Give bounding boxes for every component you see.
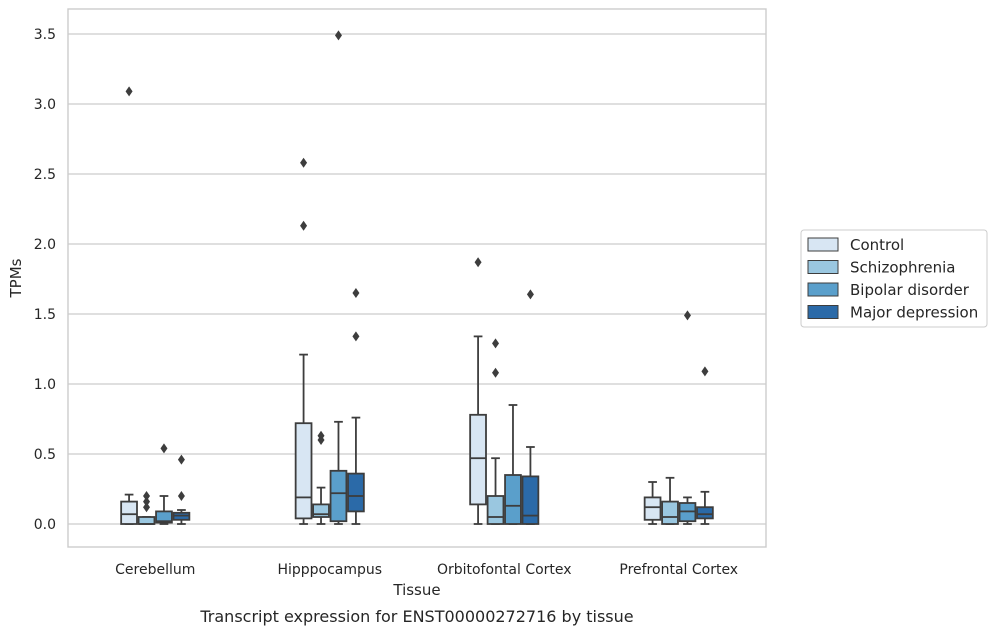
chart-caption: Transcript expression for ENST0000027271…	[199, 607, 633, 626]
legend-swatch	[807, 237, 839, 252]
box-iqr	[469, 413, 487, 506]
x-tick-label: Hipppocampus	[277, 562, 382, 578]
outlier-point	[317, 430, 325, 441]
legend-label: Control	[850, 236, 904, 254]
outlier-point	[143, 502, 151, 513]
y-tick-label: 2.0	[34, 237, 56, 253]
plot-background	[68, 9, 766, 547]
box-control	[294, 157, 313, 525]
legend-label: Major depression	[850, 304, 978, 322]
outlier-point	[125, 86, 133, 97]
box-iqr	[294, 422, 313, 520]
x-tick-label: Cerebellum	[115, 562, 195, 578]
y-tick-label: 0.0	[34, 517, 56, 533]
box-iqr	[347, 472, 365, 513]
outlier-point	[143, 496, 151, 507]
box-iqr	[661, 500, 679, 525]
box-major-depression	[347, 288, 365, 525]
box-control	[469, 257, 487, 525]
outlier-point	[177, 454, 185, 465]
box-bipolar-disorder	[504, 404, 522, 525]
outlier-point	[300, 157, 308, 168]
x-tick-label: Orbitofontal Cortex	[437, 562, 572, 578]
box-iqr	[486, 495, 505, 525]
legend-swatch	[807, 305, 839, 319]
box-series	[120, 30, 714, 525]
box-iqr	[521, 475, 540, 525]
outlier-point	[352, 331, 360, 342]
legend-frame	[800, 229, 988, 328]
outlier-point	[683, 310, 691, 321]
outlier-point	[352, 288, 360, 298]
legend-swatch	[807, 282, 839, 297]
box-schizophrenia	[661, 476, 679, 525]
box-schizophrenia	[486, 338, 505, 525]
box-iqr	[504, 474, 522, 525]
box-iqr	[643, 496, 662, 521]
legend-swatch	[807, 260, 839, 274]
y-tick-label: 3.5	[34, 27, 56, 43]
y-tick-label: 0.5	[34, 447, 56, 463]
outlier-point	[177, 491, 185, 501]
y-tick-label: 2.5	[34, 167, 56, 183]
box-iqr	[696, 506, 714, 520]
box-iqr	[120, 500, 138, 525]
box-schizophrenia	[312, 430, 330, 525]
x-tick-label: Prefrontal Cortex	[619, 562, 738, 578]
box-bipolar-disorder	[678, 310, 697, 525]
y-tick-label: 1.0	[34, 377, 56, 393]
box-control	[120, 86, 138, 525]
legend-label: Schizophrenia	[850, 259, 955, 277]
box-iqr	[137, 516, 156, 525]
plot-frame	[67, 8, 767, 548]
box-schizophrenia	[137, 491, 156, 525]
x-tick-labels: Cerebellum Hipppocampus Orbitofontal Corte…	[115, 562, 738, 578]
outlier-point	[334, 30, 342, 41]
box-bipolar-disorder	[155, 443, 173, 525]
box-iqr	[329, 469, 348, 523]
box-major-depression	[172, 454, 191, 525]
outlier-point	[492, 367, 500, 378]
y-tick-label: 3.0	[34, 97, 56, 113]
outlier-point	[701, 366, 709, 377]
box-iqr	[312, 503, 330, 518]
box-bipolar-disorder	[329, 30, 348, 525]
box-major-depression	[521, 289, 540, 525]
legend: Control Schizophrenia Bipolar disorder Majo…	[800, 229, 988, 328]
outlier-point	[526, 289, 534, 300]
box-control	[643, 481, 662, 525]
legend-label: Bipolar disorder	[850, 281, 970, 299]
y-tick-label: 1.5	[34, 307, 56, 323]
outlier-point	[474, 257, 482, 268]
outlier-point	[160, 443, 168, 454]
y-tick-labels: 0.0 0.5 1.0 1.5 2.0 2.5 3.0 3.5	[34, 27, 56, 533]
y-axis-title: TPMs	[7, 258, 25, 298]
grid-lines	[68, 33, 766, 525]
box-major-depression	[696, 366, 714, 525]
outlier-point	[143, 491, 151, 501]
outlier-point	[300, 220, 308, 231]
x-axis-title: Tissue	[392, 581, 440, 599]
box-iqr	[155, 510, 173, 524]
outlier-point	[492, 338, 500, 349]
